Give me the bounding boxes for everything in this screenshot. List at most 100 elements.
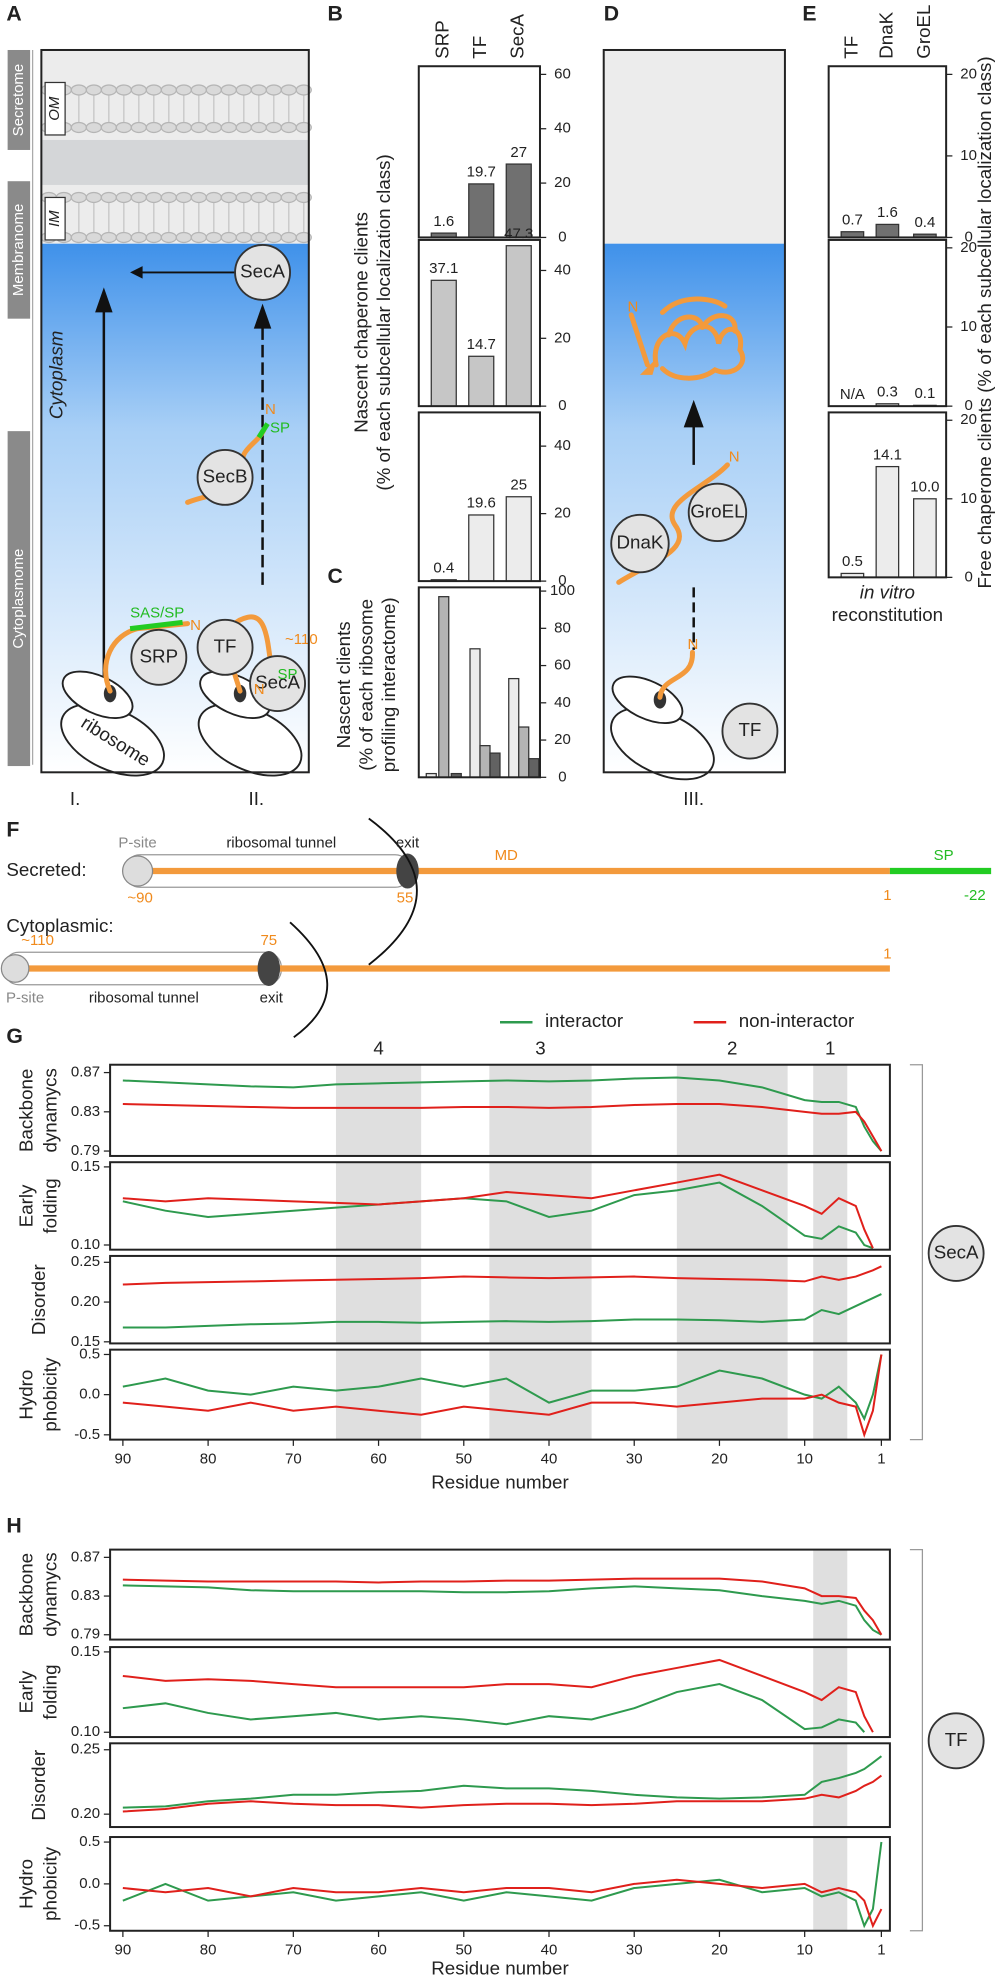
category-label: TF [840, 36, 861, 59]
panel-label: B [328, 2, 343, 26]
y-tick-label: 60 [554, 65, 571, 82]
lipid-head [145, 84, 162, 96]
bar [469, 648, 481, 778]
chaperone [130, 628, 188, 686]
y-tick-label: 20 [960, 65, 977, 82]
lipid-head [250, 84, 267, 96]
y-tick-label: 0 [558, 397, 566, 414]
chaperone [196, 448, 254, 506]
axes-frame [109, 1548, 891, 1641]
lipid-head [145, 231, 162, 244]
x-tick-label: 1 [877, 1942, 885, 1959]
lipid-head [190, 191, 207, 204]
lipid-head [235, 231, 252, 244]
lipid-head [295, 121, 312, 134]
y-tick-label: 0 [558, 572, 566, 589]
y-axis-title: phobicity [39, 1357, 60, 1432]
category-label: SRP [432, 20, 453, 59]
y-tick-label: 0.79 [71, 1626, 100, 1643]
lipid-head [190, 231, 207, 244]
y-axis-title: folding [39, 1664, 60, 1719]
lipid-head [205, 191, 222, 204]
lipid-head [295, 231, 312, 244]
series-line [122, 1293, 882, 1329]
site-label: P-site [118, 834, 156, 851]
lipid-head [265, 84, 282, 96]
x-tick-label: 10 [796, 1942, 813, 1959]
y-tick-label: 0.83 [71, 1587, 100, 1604]
lipid-head [100, 191, 117, 204]
bar [479, 745, 491, 778]
y-tick-label: 0 [964, 228, 972, 245]
highlight-region [489, 1064, 592, 1156]
lipid-head [250, 231, 267, 244]
axes-frame [109, 1161, 891, 1251]
lipid-head [115, 121, 132, 134]
position-label: ~110 [21, 932, 54, 949]
site-label: P-site [6, 989, 44, 1006]
series-line [122, 1265, 882, 1286]
bar [505, 163, 532, 239]
lipid-head [220, 84, 237, 96]
data-label: 0.7 [842, 211, 863, 228]
y-tick-label: 20 [960, 411, 977, 428]
series-line [122, 1658, 874, 1733]
legend-label: interactor [545, 1010, 623, 1031]
lipid-head [85, 121, 102, 134]
y-tick-label: 40 [554, 437, 571, 454]
lipid-head [220, 191, 237, 204]
position-label: 55 [397, 889, 414, 906]
position-label: 1 [883, 946, 891, 963]
region-label: Cytoplasm [46, 331, 67, 419]
data-label: 19.7 [467, 164, 496, 181]
region-label: 2 [727, 1038, 737, 1059]
y-axis-title: Disorder [28, 1264, 49, 1335]
y-tick-label: 0.25 [71, 1741, 100, 1758]
lipid-head [70, 191, 87, 204]
x-tick-label: 60 [370, 1942, 387, 1959]
series-line [122, 1577, 883, 1636]
series-line [122, 1841, 883, 1929]
compartment-box [7, 431, 31, 767]
series-line [122, 1755, 883, 1809]
lipid-head [235, 191, 252, 204]
x-tick-label: 50 [455, 1451, 472, 1468]
x-tick-label: 60 [370, 1451, 387, 1468]
exit [257, 951, 281, 987]
chaperone [249, 655, 306, 713]
axes-frame [417, 238, 541, 408]
x-tick-label: 30 [626, 1942, 643, 1959]
terminus-label: N [254, 681, 265, 698]
panel-f: Secreted: P-site ribosomal tunnel exit M… [0, 817, 992, 1038]
exit [396, 853, 419, 889]
series-line [122, 1102, 883, 1152]
y-tick-label: 10 [960, 147, 977, 164]
x-tick-label: 90 [115, 1451, 132, 1468]
y-tick-label: 20 [960, 239, 977, 256]
chaperone-label: DnaK [617, 532, 664, 553]
chaperone [234, 244, 291, 301]
lipid-head [175, 121, 192, 134]
bar [489, 752, 501, 778]
data-label: 14.7 [467, 336, 496, 353]
lipid-head [250, 191, 267, 204]
highlight-region [489, 1255, 592, 1344]
lipid-head [160, 231, 177, 244]
highlight-region [813, 1255, 848, 1344]
axis-title: (% of each subcellular localization clas… [373, 154, 394, 490]
lipid-head [130, 231, 147, 244]
lipid-head [70, 121, 87, 134]
lipid-head [130, 84, 147, 96]
position-label: -22 [964, 887, 986, 904]
position-label: 75 [260, 932, 277, 949]
y-tick-label: 10 [960, 490, 977, 507]
y-tick-label: 0.87 [71, 1064, 100, 1081]
bracket [909, 1548, 924, 1932]
y-tick-label: 0.20 [71, 1293, 100, 1310]
lipid-head [220, 231, 237, 244]
bar [875, 465, 900, 578]
legend: interactor non-interactor [500, 1010, 854, 1031]
series-line [122, 1354, 883, 1422]
lipid-head [265, 191, 282, 204]
